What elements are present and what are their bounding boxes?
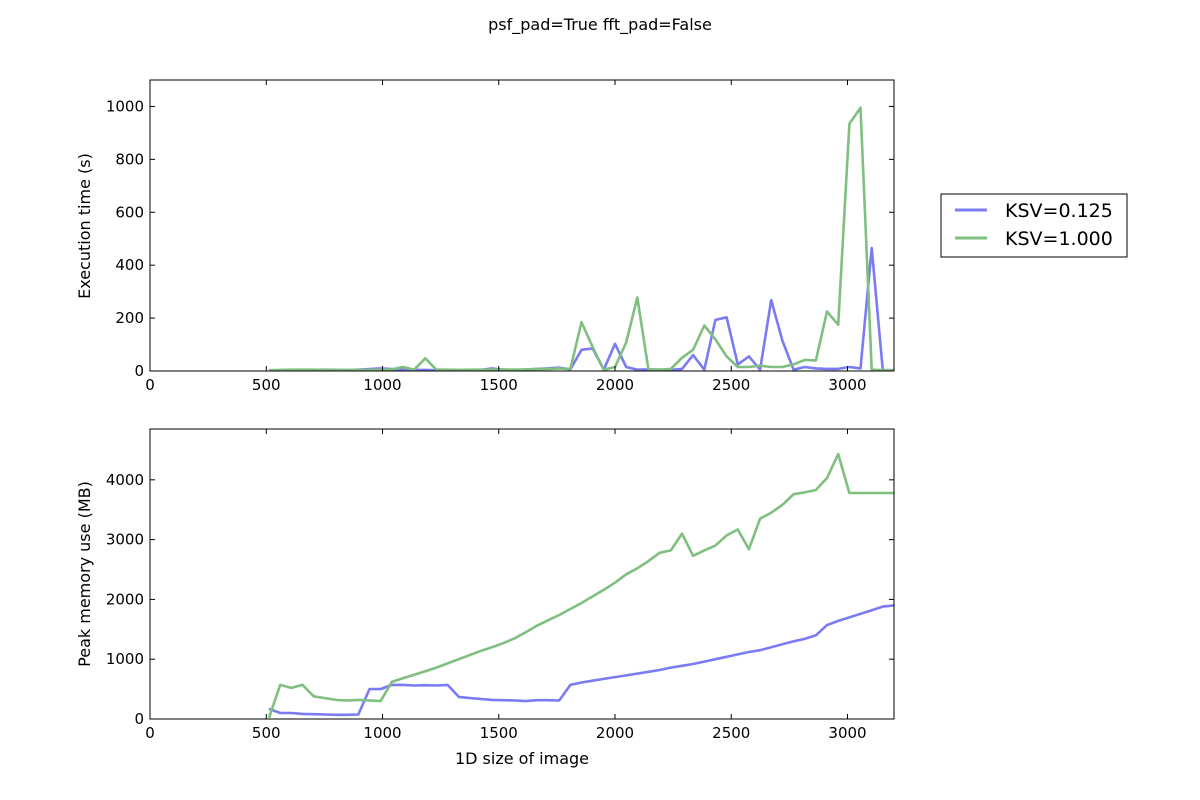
execution-time-series-ksv-1-000-line [268,106,894,371]
execution-time-ytick-label: 800 [115,150,144,168]
peak-memory-axes-frame [149,428,895,720]
execution-time-xtick-label: 2000 [596,376,634,394]
peak-memory-chart: Peak memory use (MB) 1D size of image 0 5… [75,428,895,768]
execution-time-ylabel: Execution time (s) [75,153,94,299]
peak-memory-ytick-label: 1000 [106,650,144,668]
peak-memory-ytick-label: 0 [134,710,144,728]
peak-memory-series-ksv-1-000-line [267,452,894,719]
peak-memory-xlabel: 1D size of image [455,749,589,768]
execution-time-ytick-label: 1000 [106,97,144,115]
execution-time-ytick-label: 600 [115,203,144,221]
peak-memory-xtick-label: 3000 [828,724,866,742]
peak-memory-ytick-label: 2000 [106,590,144,608]
legend-frame [940,193,1128,258]
execution-time-ytick-label: 400 [115,256,144,274]
legend-label-ksv-1-000: KSV=1.000 [1005,228,1113,250]
execution-time-xtick-label: 500 [252,376,281,394]
execution-time-xtick-label: 1500 [480,376,518,394]
peak-memory-series-ksv-0-125-line [268,604,894,717]
execution-time-xtick-label: 3000 [828,376,866,394]
execution-time-ytick-label: 0 [134,362,144,380]
execution-time-chart: Execution time (s) 0 500 1000 1500 2000 2500 3… [75,79,895,394]
peak-memory-ytick-label: 4000 [106,471,144,489]
peak-memory-xtick-label: 0 [145,724,155,742]
legend: KSV=0.125 KSV=1.000 [940,193,1128,258]
execution-time-ytick-label: 200 [115,309,144,327]
execution-time-xtick-label: 2500 [712,376,750,394]
peak-memory-xtick-label: 2500 [712,724,750,742]
execution-time-xtick-label: 1000 [363,376,401,394]
peak-memory-xtick-label: 2000 [596,724,634,742]
figure-suptitle: psf_pad=True fft_pad=False [488,15,712,35]
execution-time-xtick-label: 0 [145,376,155,394]
execution-time-plot-area [150,80,894,371]
peak-memory-ylabel: Peak memory use (MB) [75,481,94,667]
legend-label-ksv-0-125: KSV=0.125 [1005,200,1113,222]
peak-memory-plot-area [150,429,894,719]
peak-memory-xtick-label: 1000 [363,724,401,742]
execution-time-axes-frame [149,79,895,372]
peak-memory-xtick-label: 500 [252,724,281,742]
peak-memory-xtick-label: 1500 [480,724,518,742]
peak-memory-ytick-label: 3000 [106,531,144,549]
